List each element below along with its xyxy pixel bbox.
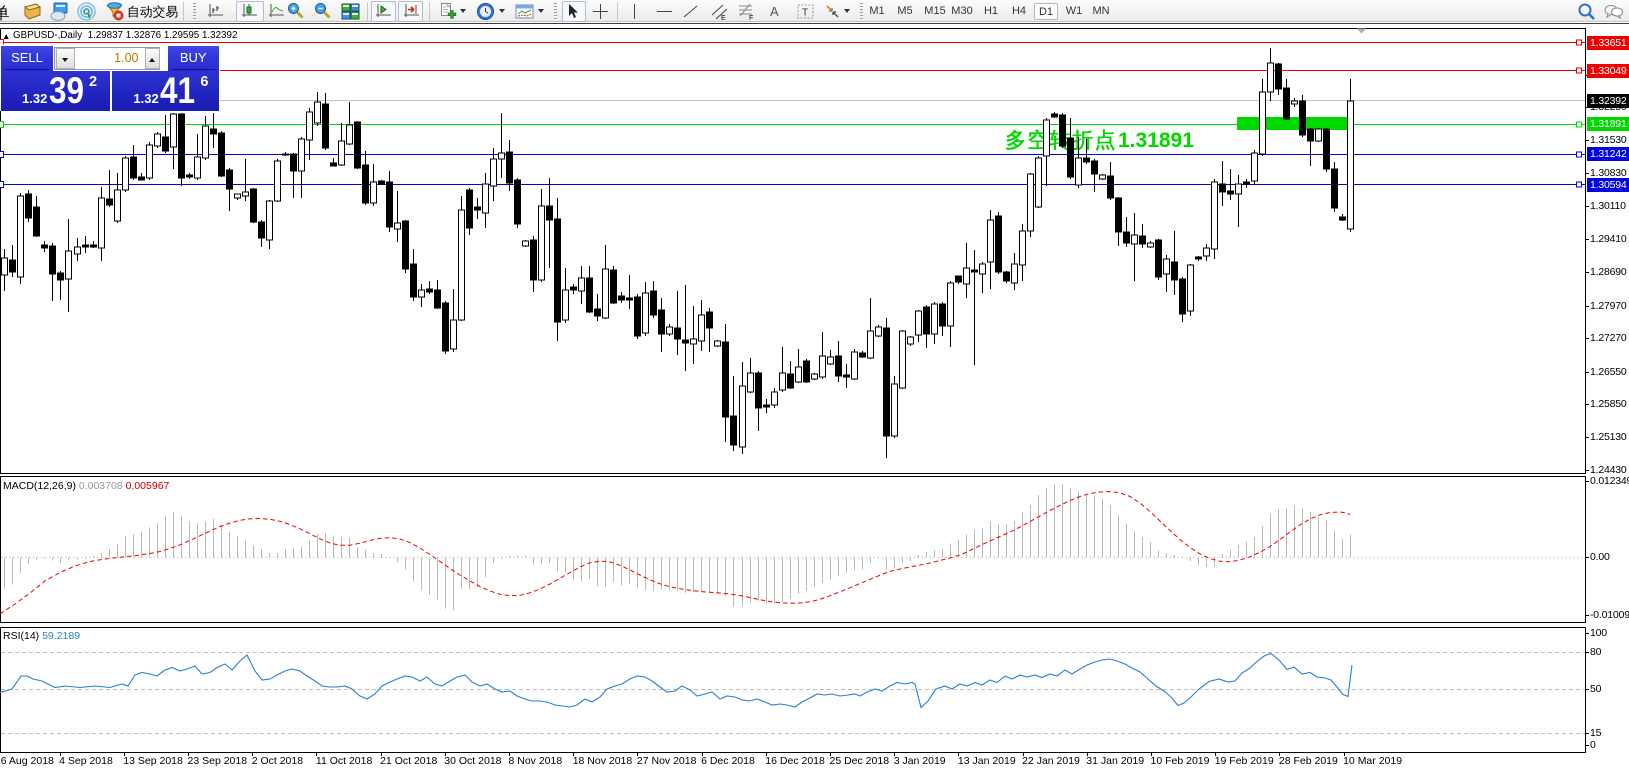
svg-text:F: F [749, 15, 753, 21]
svg-text:1.31891: 1.31891 [1118, 129, 1194, 152]
svg-text:T: T [802, 8, 808, 19]
svg-text:E: E [721, 15, 726, 21]
